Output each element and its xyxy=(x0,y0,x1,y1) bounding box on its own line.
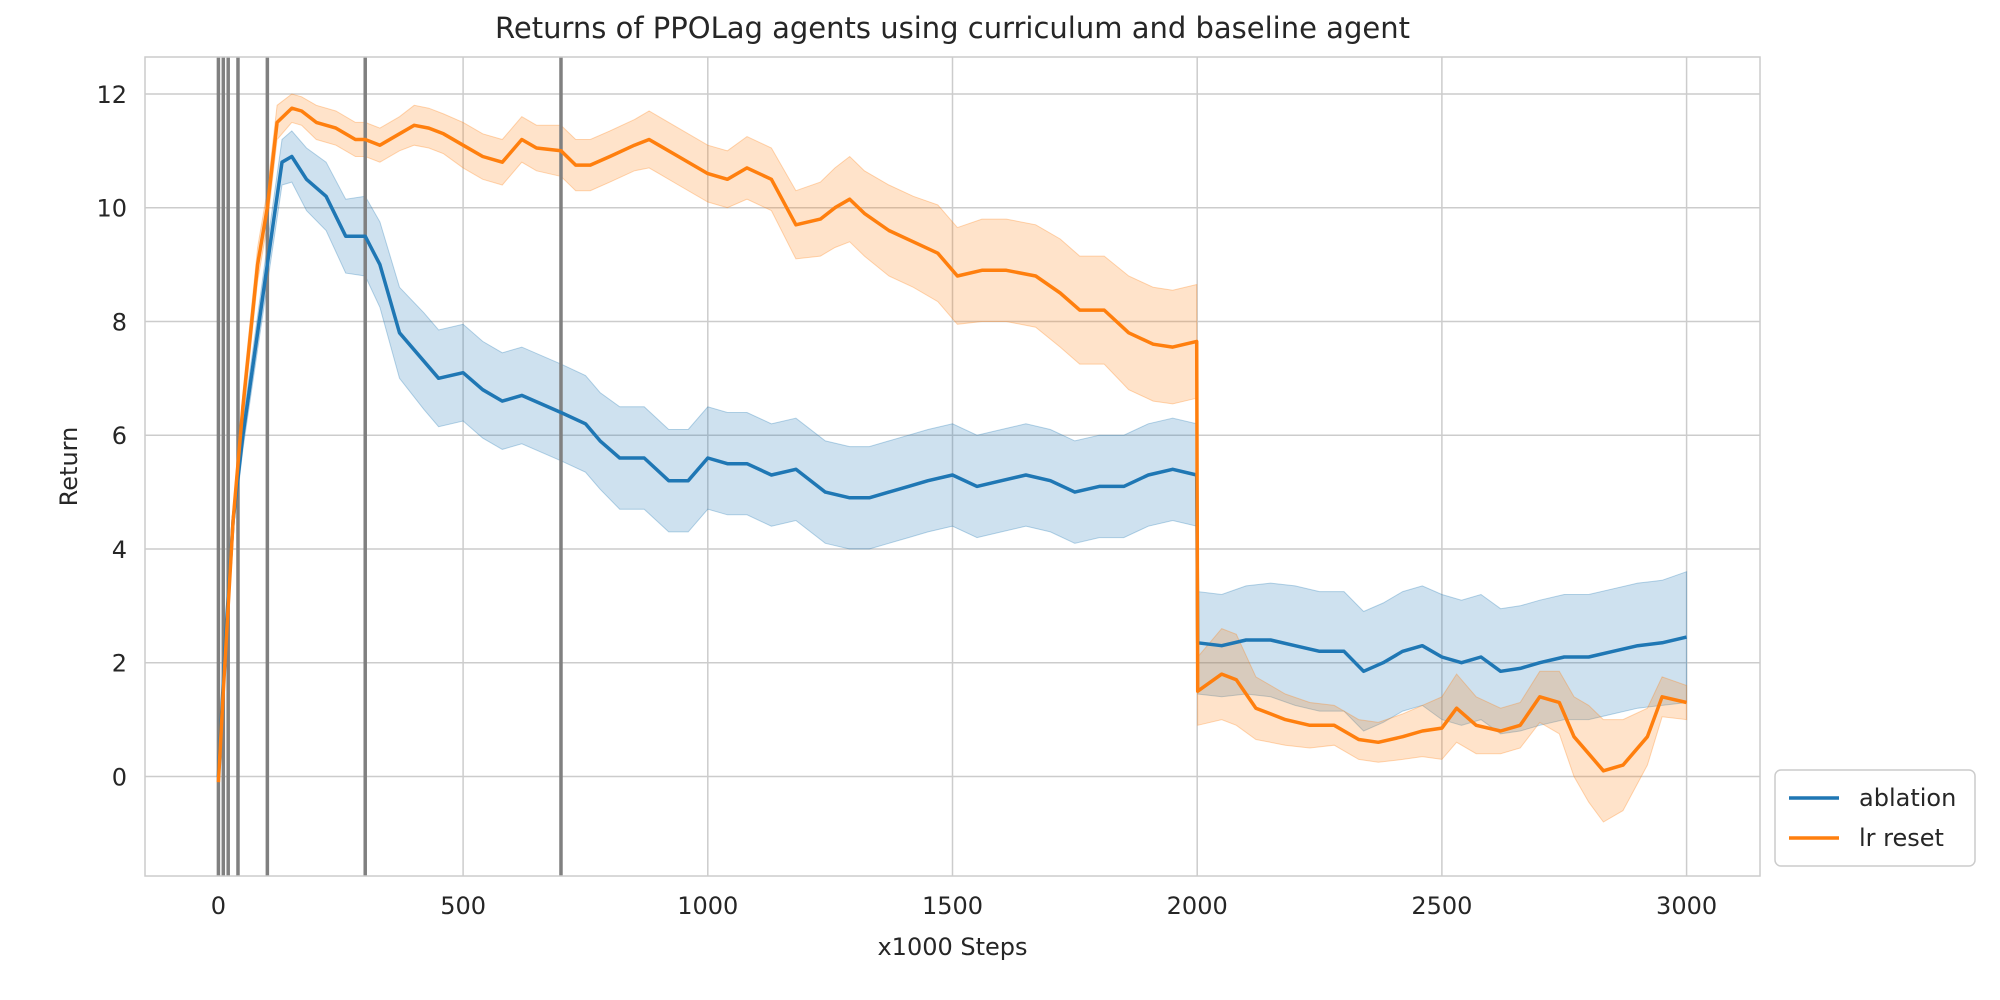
legend-label: lr reset xyxy=(1859,824,1944,852)
series-lines xyxy=(216,106,1687,783)
legend-label: ablation xyxy=(1859,784,1956,812)
series-line xyxy=(216,154,1687,777)
x-tick-label: 500 xyxy=(440,892,486,920)
x-tick-label: 0 xyxy=(211,892,226,920)
y-tick-label: 8 xyxy=(112,308,127,336)
y-tick-label: 2 xyxy=(112,650,127,678)
x-tick-label: 3000 xyxy=(1656,892,1717,920)
curriculum-vlines xyxy=(216,57,563,876)
legend-box xyxy=(1774,769,1976,867)
chart-title: Returns of PPOLag agents using curriculu… xyxy=(495,11,1410,45)
y-tick-label: 6 xyxy=(112,422,127,450)
x-tick-label: 2000 xyxy=(1167,892,1228,920)
series-line xyxy=(216,106,1687,783)
x-axis-label: x1000 Steps xyxy=(877,933,1027,961)
legend: ablation lr reset xyxy=(1774,769,1976,867)
tick-labels: 0 500 1000 1500 2000 2500 3000 0 2 4 6 8 10 12 xyxy=(96,81,1717,920)
y-tick-label: 0 xyxy=(112,763,127,791)
y-tick-label: 4 xyxy=(112,536,127,564)
y-axis-label: Return xyxy=(55,427,83,507)
confidence-band xyxy=(217,93,1688,823)
y-tick-label: 10 xyxy=(96,195,127,223)
grid xyxy=(145,57,1760,876)
x-tick-label: 1500 xyxy=(922,892,983,920)
x-tick-label: 1000 xyxy=(677,892,738,920)
y-tick-label: 12 xyxy=(96,81,127,109)
plot-frame xyxy=(144,56,1761,877)
x-tick-label: 2500 xyxy=(1411,892,1472,920)
